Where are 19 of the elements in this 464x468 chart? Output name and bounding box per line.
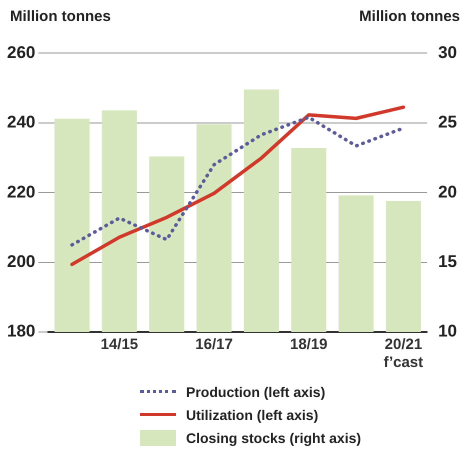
y-axis-title: Million tonnes — [10, 8, 111, 25]
legend-label: Closing stocks (right axis) — [186, 430, 362, 446]
y-tick-label: 200 — [6, 252, 36, 271]
legend-label: Production (left axis) — [186, 384, 326, 400]
y2-tick-label: 10 — [438, 322, 458, 341]
y2-tick-label: 25 — [438, 112, 458, 132]
x-tick-label: 16/17 — [195, 336, 233, 354]
y-tick-label: 220 — [6, 182, 36, 202]
x-tick-label: 14/15 — [100, 336, 138, 354]
y2-tick-label: 30 — [438, 42, 458, 62]
y-tick-label: 180 — [6, 322, 36, 341]
y-tick-label: 240 — [6, 112, 36, 132]
y2-tick-label: 20 — [438, 182, 458, 202]
y2-axis-title: Million tonnes — [359, 8, 460, 25]
legend-label: Utilization (left axis) — [186, 406, 318, 422]
y-tick-label: 260 — [6, 42, 36, 62]
y2-tick-label: 15 — [438, 252, 458, 271]
x-tick-label: 18/19 — [290, 336, 328, 354]
x-tick-label: 20/21 f’cast — [384, 336, 424, 372]
